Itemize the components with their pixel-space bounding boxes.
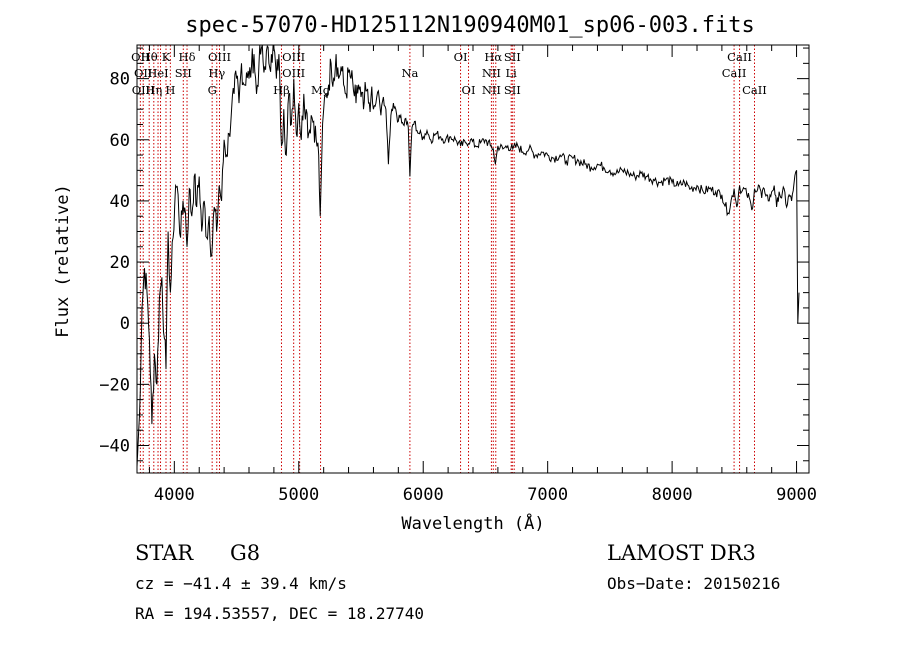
line-marker-label: SII	[504, 83, 521, 97]
line-marker-label: H	[165, 83, 175, 97]
line-markers	[139, 45, 755, 473]
chart-title: spec-57070-HD125112N190940M01_sp06-003.f…	[185, 13, 755, 38]
line-marker-label: CaII	[722, 66, 747, 80]
x-tick-label: 9000	[776, 485, 817, 505]
line-marker-label: OII	[134, 66, 153, 80]
line-marker-label: Hη	[145, 83, 162, 97]
line-marker-label: NII	[482, 66, 501, 80]
y-tick-label: 0	[120, 314, 130, 334]
x-tick-label: 7000	[527, 485, 568, 505]
line-marker-label: OII	[131, 50, 150, 64]
line-marker-label: CaII	[727, 50, 752, 64]
line-marker-labels: OIIOIIOIIIHθHηHeIKHSIIHδGHγOIIIHβOIIIOII…	[131, 50, 767, 97]
redshift-velocity: cz = −41.4 ± 39.4 km/s	[135, 574, 347, 593]
x-tick-label: 8000	[652, 485, 693, 505]
ra-dec-coordinates: RA = 194.53557, DEC = 18.27740	[135, 604, 424, 623]
line-marker-label: CaII	[742, 83, 767, 97]
line-marker-label: Hβ	[273, 83, 290, 97]
y-axis-label: Flux (relative)	[53, 184, 73, 338]
y-tick-label: 40	[110, 192, 130, 212]
y-tick-label: 80	[110, 70, 130, 90]
y-tick-label: −40	[99, 436, 130, 456]
line-marker-label: K	[162, 50, 171, 64]
x-tick-label: 6000	[403, 485, 444, 505]
y-axis: −40 −20 0 20 40 60 80	[99, 47, 809, 462]
line-marker-label: OI	[454, 50, 468, 64]
y-tick-label: 60	[110, 131, 130, 151]
line-marker-label: Na	[401, 66, 418, 80]
line-marker-label: Hγ	[208, 66, 225, 80]
line-marker-label: Hα	[484, 50, 502, 64]
y-tick-label: −20	[99, 375, 130, 395]
line-marker-label: OI	[462, 83, 476, 97]
line-marker-label: Mg	[311, 83, 331, 97]
object-class: STAR	[135, 541, 194, 565]
line-marker-label: G	[208, 83, 217, 97]
x-axis: 4000 5000 6000 7000 8000 9000	[148, 45, 817, 505]
x-tick-label: 4000	[154, 485, 195, 505]
observation-date: Obs−Date: 20150216	[607, 574, 780, 593]
object-subclass: G8	[230, 541, 260, 565]
x-tick-label: 5000	[278, 485, 319, 505]
x-axis-label: Wavelength (Å)	[401, 512, 544, 534]
line-marker-label: NII	[482, 83, 501, 97]
line-marker-label: Hδ	[179, 50, 196, 64]
line-marker-label: OIII	[282, 66, 305, 80]
line-marker-label: HeI	[147, 66, 168, 80]
line-marker-label: SII	[175, 66, 192, 80]
plot-frame	[136, 44, 810, 474]
line-marker-label: Hθ	[141, 50, 158, 64]
line-marker-label: SII	[504, 50, 521, 64]
y-tick-label: 20	[110, 253, 130, 273]
line-marker-label: Li	[506, 66, 518, 80]
line-marker-label: OIII	[208, 50, 231, 64]
survey-name: LAMOST DR3	[607, 541, 756, 565]
line-marker-label: OIII	[282, 50, 305, 64]
spectrum-line	[136, 44, 800, 467]
